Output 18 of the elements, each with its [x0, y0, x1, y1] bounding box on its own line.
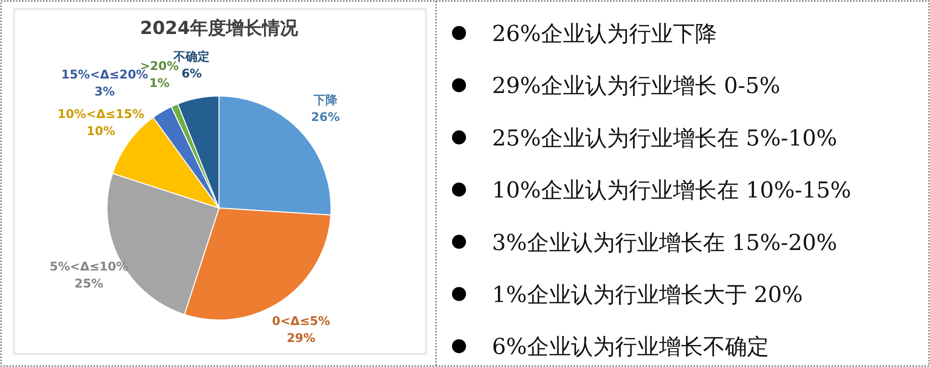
- text: 6%企业认为行业增长不确定: [492, 335, 769, 360]
- data-label: 29%: [286, 330, 316, 345]
- text: 10%企业认为行业增长在 10%-15%: [492, 178, 852, 204]
- text: 1%企业认为行业增长大于 20%: [492, 283, 803, 308]
- text: 26%企业认为行业下降: [492, 22, 717, 47]
- data-label: 26%: [311, 110, 340, 124]
- data-label: 6%: [181, 66, 202, 81]
- text: 3%企业认为行业增长在 15%-20%: [492, 230, 838, 256]
- text: 29%企业认为行业增长 0-5%: [492, 74, 780, 100]
- data-label: 25%: [74, 276, 104, 290]
- slice-label: 10%<Δ≤15%: [57, 107, 144, 122]
- slice-label: 下降: [312, 93, 338, 108]
- slice-label: 0<Δ≤5%: [272, 314, 330, 328]
- chart-title: 2024年度增长情况: [140, 18, 300, 39]
- data-label: 3%: [94, 84, 115, 98]
- data-label: 10%: [86, 124, 116, 138]
- data-label: 1%: [149, 76, 170, 90]
- text: 25%企业认为行业增长在 5%-10%: [492, 126, 838, 152]
